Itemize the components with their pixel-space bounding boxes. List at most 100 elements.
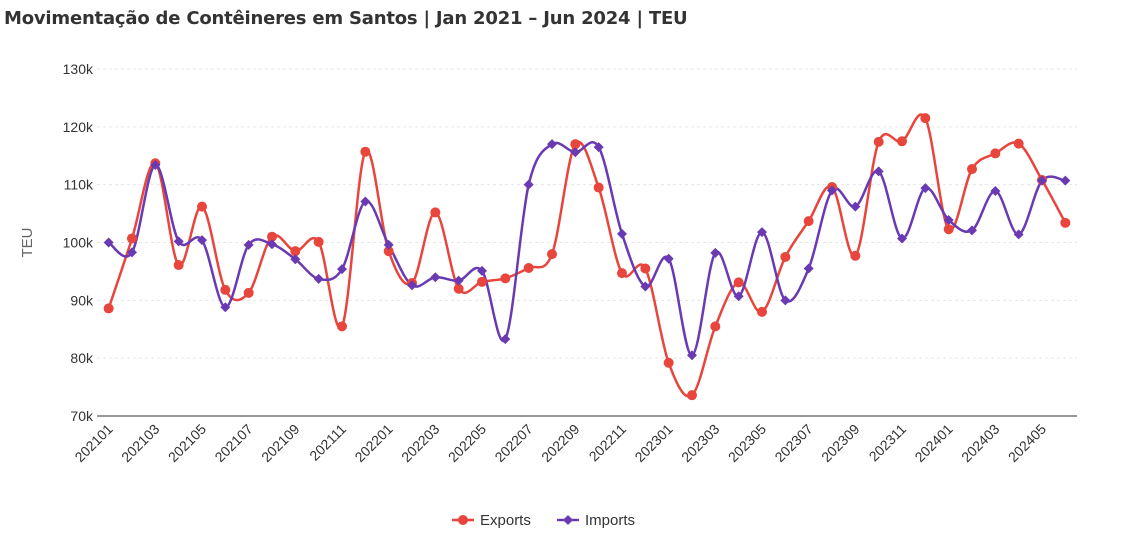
exports-point xyxy=(360,146,371,157)
y-tick-label: 80k xyxy=(70,350,94,366)
imports-point xyxy=(803,263,814,274)
imports-point xyxy=(220,302,231,313)
exports-point xyxy=(453,283,464,294)
x-tick-label: 202105 xyxy=(165,421,209,465)
legend-marker-imports xyxy=(563,515,573,525)
imports-point xyxy=(197,235,207,246)
exports-point xyxy=(173,260,184,271)
exports-point xyxy=(383,246,394,257)
imports-point xyxy=(897,233,907,244)
imports-point xyxy=(337,264,347,275)
y-axis-label: TEU xyxy=(19,228,36,258)
imports-point xyxy=(430,272,441,283)
exports-line xyxy=(107,113,1067,398)
exports-point xyxy=(617,268,627,279)
imports-point xyxy=(640,281,651,292)
exports-point xyxy=(710,321,721,332)
imports-point xyxy=(103,237,114,248)
imports-point xyxy=(990,186,1001,197)
imports-point xyxy=(477,265,487,276)
imports-point xyxy=(873,166,884,177)
imports-point xyxy=(150,160,161,171)
exports-point xyxy=(780,251,791,262)
x-tick-label: 202301 xyxy=(631,421,675,465)
x-axis: 202101 202103 202105 202107 202109 202111 2022… xyxy=(71,415,1077,465)
exports-point xyxy=(920,113,931,124)
imports-point xyxy=(407,280,417,291)
x-tick-label: 202401 xyxy=(911,421,955,465)
x-tick-label: 202205 xyxy=(445,421,489,465)
grid-lines xyxy=(97,68,1077,359)
imports-point xyxy=(710,247,721,258)
imports-point xyxy=(360,196,371,207)
imports-point xyxy=(850,201,861,212)
exports-point xyxy=(197,201,207,212)
exports-point xyxy=(897,136,907,147)
legend-label-exports: Exports xyxy=(480,512,531,529)
imports-point xyxy=(663,253,674,264)
x-tick-label: 202109 xyxy=(258,421,302,465)
legend-label-imports: Imports xyxy=(585,512,635,529)
legend-marker-exports xyxy=(458,515,468,525)
imports-point xyxy=(383,239,394,250)
x-tick-label: 202111 xyxy=(306,421,349,464)
imports-point xyxy=(127,247,137,258)
imports-point xyxy=(687,350,697,361)
exports-point xyxy=(593,182,604,193)
imports-point xyxy=(617,228,627,239)
imports-point xyxy=(1013,229,1024,240)
x-tick-label: 202101 xyxy=(71,421,115,465)
exports-point xyxy=(873,136,884,147)
imports-point xyxy=(547,139,557,150)
imports-point xyxy=(780,295,791,306)
imports-point xyxy=(1037,175,1047,186)
exports-point xyxy=(1013,138,1024,149)
legend: Exports Imports xyxy=(452,512,635,529)
y-axis: 70k 80k 90k 100k 110k 120k 130k TEU xyxy=(19,61,94,424)
x-tick-label: 202203 xyxy=(398,421,442,465)
imports-point xyxy=(943,214,954,225)
imports-point xyxy=(757,227,767,238)
exports-point xyxy=(1060,217,1071,228)
exports-point xyxy=(687,390,697,401)
exports-point xyxy=(757,306,767,317)
series-markers xyxy=(103,113,1071,401)
exports-point xyxy=(640,263,651,274)
exports-point xyxy=(850,250,861,261)
x-tick-label: 202307 xyxy=(771,421,815,465)
x-tick-label: 202211 xyxy=(586,421,630,465)
imports-point xyxy=(733,291,744,302)
x-tick-label: 202201 xyxy=(351,421,395,465)
exports-point xyxy=(523,262,534,273)
x-tick-label: 202309 xyxy=(818,421,862,465)
exports-point xyxy=(267,231,277,242)
x-tick-label: 202405 xyxy=(1005,421,1049,465)
imports-point xyxy=(243,239,254,250)
y-tick-label: 120k xyxy=(63,119,94,135)
imports-point xyxy=(920,183,931,194)
imports-point xyxy=(173,236,184,247)
imports-line xyxy=(107,141,1066,357)
exports-point xyxy=(220,284,231,295)
y-tick-label: 110k xyxy=(64,177,94,193)
exports-point xyxy=(313,236,324,247)
exports-point xyxy=(803,216,814,227)
y-tick-label: 100k xyxy=(63,235,94,251)
y-tick-label: 70k xyxy=(70,408,94,424)
y-tick-label: 130k xyxy=(63,61,94,77)
exports-point xyxy=(733,277,744,288)
exports-point xyxy=(477,276,487,287)
imports-point xyxy=(267,239,277,250)
exports-point xyxy=(430,207,441,218)
series-lines xyxy=(107,113,1067,398)
x-tick-label: 202209 xyxy=(538,421,582,465)
x-tick-label: 202303 xyxy=(678,421,722,465)
exports-point xyxy=(127,233,137,244)
exports-point xyxy=(570,139,581,150)
exports-point xyxy=(990,148,1001,159)
exports-point xyxy=(663,357,674,368)
imports-point xyxy=(290,254,301,265)
imports-point xyxy=(593,142,604,153)
